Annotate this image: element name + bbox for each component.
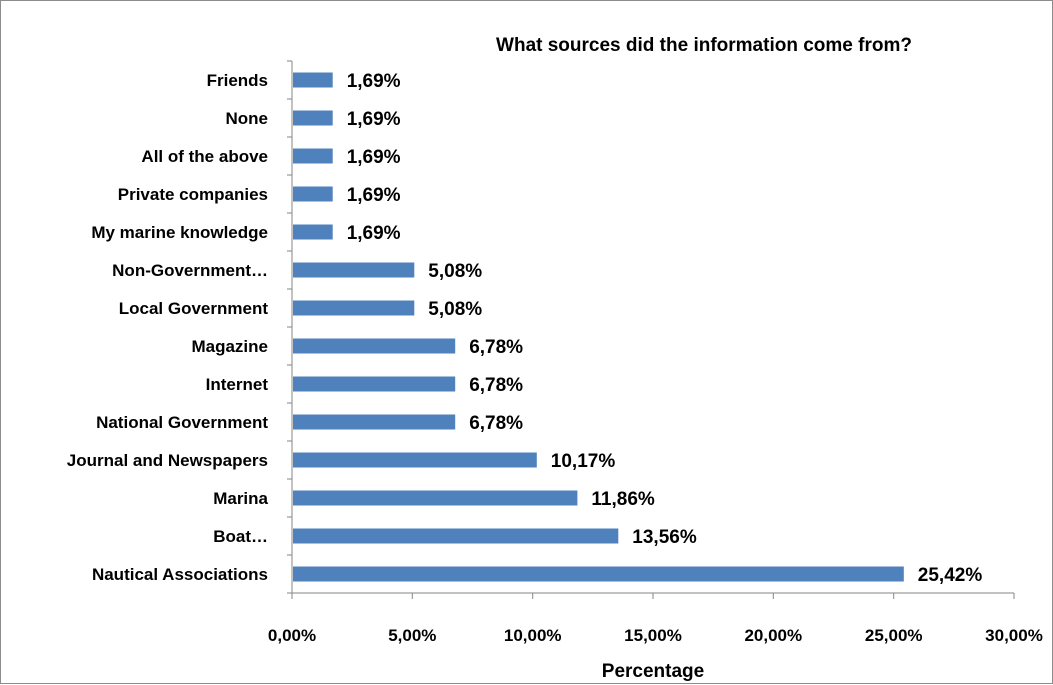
data-label: 1,69% bbox=[347, 185, 401, 206]
x-tick-label: 30,00% bbox=[985, 626, 1043, 645]
category-label: Boat… bbox=[213, 527, 268, 546]
data-label: 6,78% bbox=[469, 337, 523, 358]
x-axis-title: Percentage bbox=[602, 661, 704, 682]
axes: 0,00% 5,00% 10,00% 15,00% 20,00% 25,00% 30,00% bbox=[268, 60, 1043, 645]
category-label: None bbox=[226, 109, 269, 128]
bar bbox=[293, 338, 456, 354]
bar bbox=[293, 186, 333, 202]
x-tick-label: 5,00% bbox=[388, 626, 436, 645]
category-label: Friends bbox=[207, 71, 268, 90]
category-label: Magazine bbox=[191, 337, 268, 356]
data-label: 13,56% bbox=[632, 527, 697, 548]
data-label: 11,86% bbox=[591, 489, 654, 510]
data-label: 25,42% bbox=[918, 565, 983, 586]
data-label: 1,69% bbox=[347, 109, 401, 130]
data-label: 6,78% bbox=[469, 375, 523, 396]
bar bbox=[293, 300, 415, 316]
bar bbox=[293, 110, 333, 126]
data-label: 1,69% bbox=[347, 147, 401, 168]
bar bbox=[293, 262, 415, 278]
category-label: Private companies bbox=[118, 185, 268, 204]
bar bbox=[293, 224, 333, 240]
bar bbox=[293, 72, 333, 88]
bar bbox=[293, 452, 537, 468]
bars-layer: Friends 1,69% None 1,69% All of the above 1,6… bbox=[67, 71, 983, 586]
bar bbox=[293, 376, 456, 392]
data-label: 5,08% bbox=[428, 261, 482, 282]
category-label: All of the above bbox=[141, 147, 268, 166]
data-label: 6,78% bbox=[469, 413, 523, 434]
data-label: 1,69% bbox=[347, 71, 401, 92]
category-label: National Government bbox=[96, 413, 268, 432]
category-label: Non-Government… bbox=[112, 261, 268, 280]
category-label: Internet bbox=[206, 375, 269, 394]
x-tick-label: 20,00% bbox=[744, 626, 802, 645]
category-label: Local Government bbox=[119, 299, 269, 318]
chart-title: What sources did the information come fr… bbox=[496, 35, 912, 56]
bar bbox=[293, 528, 619, 544]
x-tick-label: 25,00% bbox=[865, 626, 923, 645]
data-label: 5,08% bbox=[428, 299, 482, 320]
x-tick-label: 10,00% bbox=[504, 626, 562, 645]
bar bbox=[293, 566, 904, 582]
bar bbox=[293, 148, 333, 164]
category-label: Journal and Newspapers bbox=[67, 451, 268, 470]
category-label: My marine knowledge bbox=[91, 223, 268, 242]
data-label: 1,69% bbox=[347, 223, 401, 244]
category-label: Marina bbox=[213, 489, 268, 508]
data-label: 10,17% bbox=[551, 451, 616, 472]
category-label: Nautical Associations bbox=[92, 565, 268, 584]
x-tick-label: 0,00% bbox=[268, 626, 316, 645]
x-tick-label: 15,00% bbox=[624, 626, 682, 645]
bar bbox=[293, 414, 456, 430]
bar bbox=[293, 490, 578, 506]
